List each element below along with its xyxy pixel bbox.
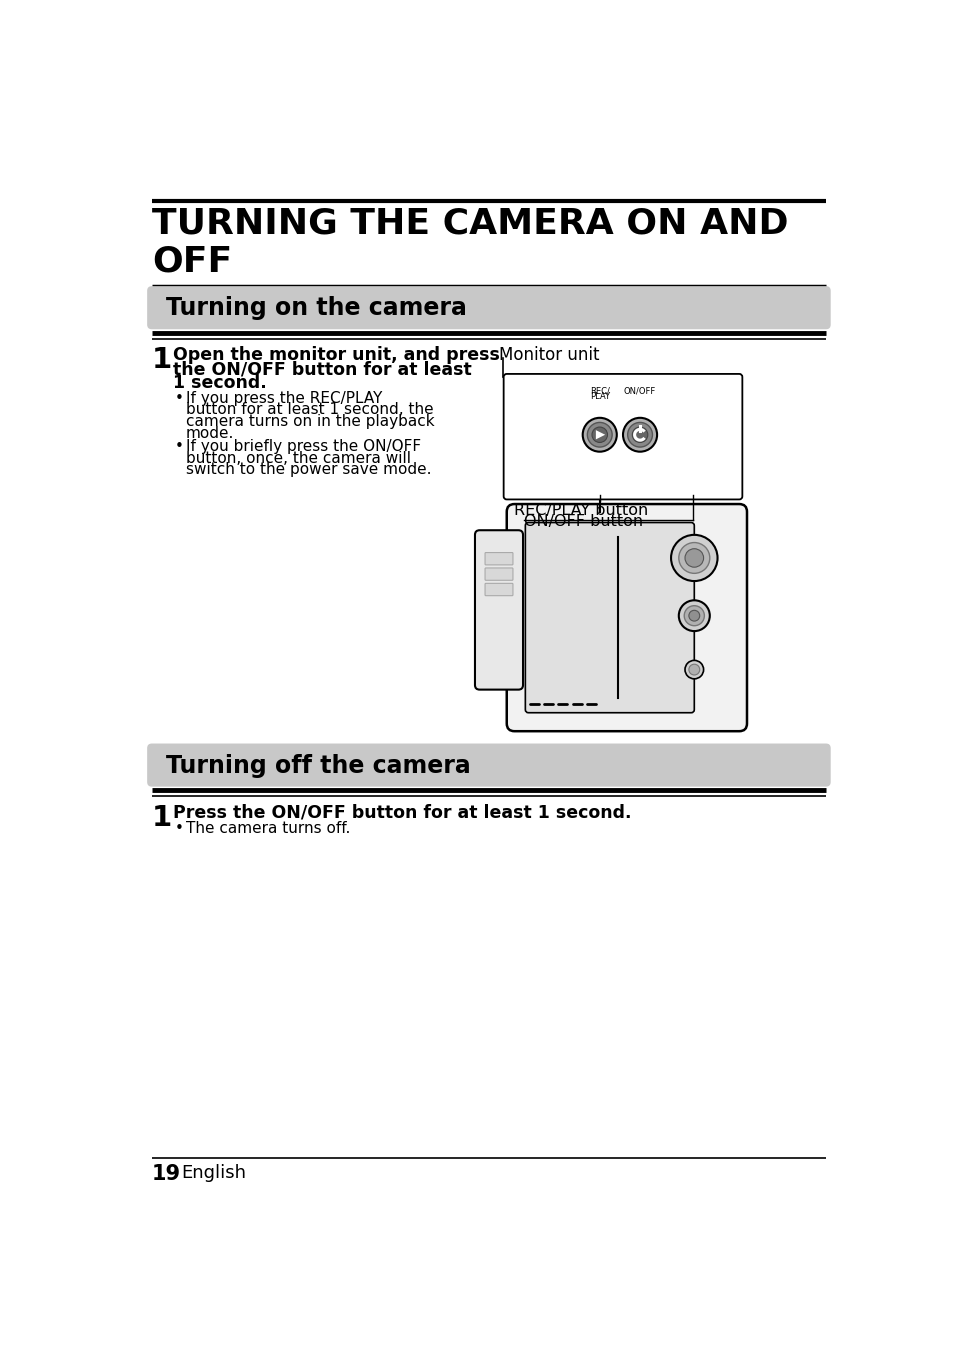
Circle shape	[684, 660, 703, 679]
Text: the ON/OFF button for at least: the ON/OFF button for at least	[173, 360, 472, 378]
Text: mode.: mode.	[186, 425, 234, 441]
FancyBboxPatch shape	[525, 522, 694, 713]
Text: Monitor unit: Monitor unit	[498, 346, 598, 364]
Circle shape	[627, 422, 652, 447]
Text: Turning off the camera: Turning off the camera	[166, 753, 470, 777]
Text: button, once, the camera will: button, once, the camera will	[186, 451, 411, 465]
Text: switch to the power save mode.: switch to the power save mode.	[186, 463, 431, 477]
Text: OFF: OFF	[152, 245, 232, 278]
Text: REC/: REC/	[589, 386, 609, 395]
FancyBboxPatch shape	[484, 553, 513, 565]
Circle shape	[632, 428, 647, 443]
Text: 1: 1	[152, 346, 172, 374]
Circle shape	[688, 611, 699, 621]
Text: ON/OFF: ON/OFF	[623, 386, 656, 395]
Text: button for at least 1 second, the: button for at least 1 second, the	[186, 402, 433, 417]
Circle shape	[679, 542, 709, 573]
Text: 19: 19	[152, 1163, 181, 1184]
FancyBboxPatch shape	[506, 504, 746, 732]
FancyBboxPatch shape	[147, 286, 830, 330]
Text: English: English	[181, 1163, 246, 1182]
Text: •: •	[174, 440, 184, 455]
FancyBboxPatch shape	[484, 584, 513, 596]
Text: If you briefly press the ON/OFF: If you briefly press the ON/OFF	[186, 440, 420, 455]
FancyBboxPatch shape	[503, 374, 741, 499]
Text: Open the monitor unit, and press: Open the monitor unit, and press	[173, 346, 500, 364]
Text: If you press the REC/PLAY: If you press the REC/PLAY	[186, 391, 382, 406]
Circle shape	[582, 418, 617, 452]
Circle shape	[684, 549, 703, 568]
Circle shape	[587, 422, 612, 447]
Text: TURNING THE CAMERA ON AND: TURNING THE CAMERA ON AND	[152, 206, 787, 239]
FancyBboxPatch shape	[147, 744, 830, 787]
Polygon shape	[596, 430, 604, 440]
Text: Press the ON/OFF button for at least 1 second.: Press the ON/OFF button for at least 1 s…	[173, 803, 631, 822]
Circle shape	[688, 664, 699, 675]
Circle shape	[622, 418, 657, 452]
Text: The camera turns off.: The camera turns off.	[186, 822, 350, 837]
Text: REC/PLAY button: REC/PLAY button	[514, 503, 648, 518]
Circle shape	[670, 535, 717, 581]
Text: camera turns on in the playback: camera turns on in the playback	[186, 414, 434, 429]
Text: 1 second.: 1 second.	[173, 374, 267, 391]
Text: •: •	[174, 822, 184, 837]
Text: PLAY: PLAY	[589, 391, 609, 401]
FancyBboxPatch shape	[475, 530, 522, 690]
Circle shape	[683, 605, 703, 625]
Text: •: •	[174, 391, 184, 406]
Text: Turning on the camera: Turning on the camera	[166, 296, 466, 320]
Circle shape	[679, 600, 709, 631]
Circle shape	[592, 428, 607, 443]
FancyBboxPatch shape	[484, 568, 513, 580]
Text: 1: 1	[152, 803, 172, 831]
Text: ON/OFF button: ON/OFF button	[523, 514, 642, 529]
